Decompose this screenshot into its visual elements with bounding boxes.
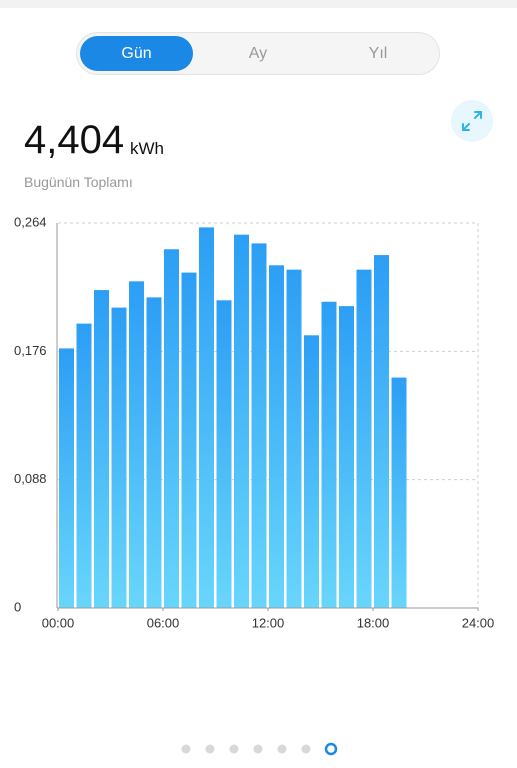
bar [286, 269, 302, 608]
total-value: 4,404 [24, 118, 125, 162]
bar [304, 335, 319, 608]
bar [94, 290, 109, 608]
tab-month[interactable]: Ay [248, 45, 268, 62]
x-tick-label: 18:00 [357, 615, 390, 630]
x-tick-label: 00:00 [42, 615, 75, 630]
bar [216, 300, 232, 608]
y-tick-label: 0 [14, 599, 21, 614]
expand-icon [462, 111, 482, 131]
y-tick-label: 0,264 [14, 214, 47, 229]
bar [391, 377, 407, 608]
bar [164, 249, 179, 608]
bar [251, 243, 267, 608]
total-unit: kWh [130, 139, 164, 158]
x-tick-label: 12:00 [252, 615, 285, 630]
bar [339, 306, 354, 608]
x-tick-label: 06:00 [147, 615, 180, 630]
y-tick-label: 0,088 [14, 471, 47, 486]
bar [234, 234, 249, 608]
chart: 0 0,088 0,176 0,264 00:00 06:00 12:00 18:00 24:0… [14, 214, 495, 630]
bar [129, 281, 144, 608]
bar [269, 265, 284, 608]
total-label: Bugünün Toplamı [24, 174, 133, 190]
bar [59, 348, 74, 608]
bar [356, 269, 372, 608]
bar [199, 227, 214, 608]
bar [374, 255, 389, 609]
status-strip [0, 0, 517, 8]
period-switch: Gün Ay Yıl [76, 32, 440, 75]
bar [146, 297, 162, 608]
bar [111, 307, 127, 608]
y-tick-label: 0,176 [14, 343, 47, 358]
expand-button[interactable] [451, 100, 493, 142]
page-indicator [181, 742, 338, 756]
bar [321, 301, 337, 608]
x-tick-label: 24:00 [462, 615, 495, 630]
tab-year[interactable]: Yıl [368, 45, 388, 62]
bar [76, 323, 92, 608]
bar [181, 272, 197, 608]
tab-day[interactable]: Gün [80, 36, 193, 71]
